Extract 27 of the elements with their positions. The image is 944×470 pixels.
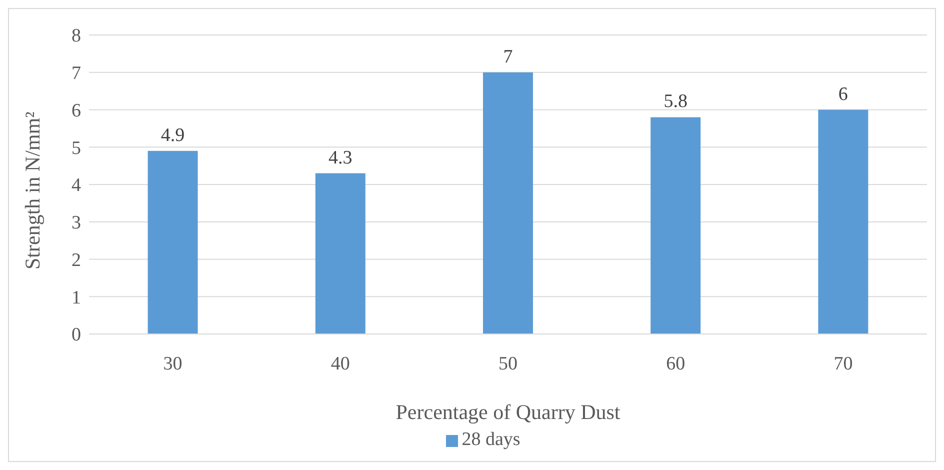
y-tick-label: 2: [72, 250, 81, 271]
bar: [148, 150, 198, 334]
data-label: 6: [838, 84, 848, 105]
x-tick-label: 70: [834, 353, 853, 374]
y-tick-label: 7: [72, 63, 81, 84]
data-label: 4.3: [328, 147, 352, 168]
y-axis-title: Strength in N/mm²: [20, 112, 44, 270]
x-tick-label: 40: [330, 353, 350, 374]
x-tick-label: 30: [163, 353, 182, 374]
bar: [650, 117, 701, 334]
y-tick-label: 5: [72, 138, 81, 159]
y-tick-label: 0: [72, 324, 81, 346]
y-tick-label: 6: [72, 100, 81, 122]
data-label: 4.9: [160, 124, 185, 146]
bar: [482, 72, 533, 334]
bar: [818, 110, 868, 334]
y-tick-label: 4: [72, 175, 82, 196]
bar: [315, 173, 366, 334]
x-axis-title: Percentage of Quarry Dust: [396, 400, 620, 424]
legend-label: 28 days: [462, 429, 520, 450]
x-tick-label: 50: [498, 353, 518, 374]
data-label: 7: [503, 46, 513, 68]
y-tick-label: 3: [72, 212, 81, 234]
x-tick-label: 60: [666, 353, 686, 374]
data-label: 5.8: [664, 91, 688, 112]
y-tick-label: 1: [72, 287, 81, 308]
y-tick-label: 8: [72, 26, 81, 47]
